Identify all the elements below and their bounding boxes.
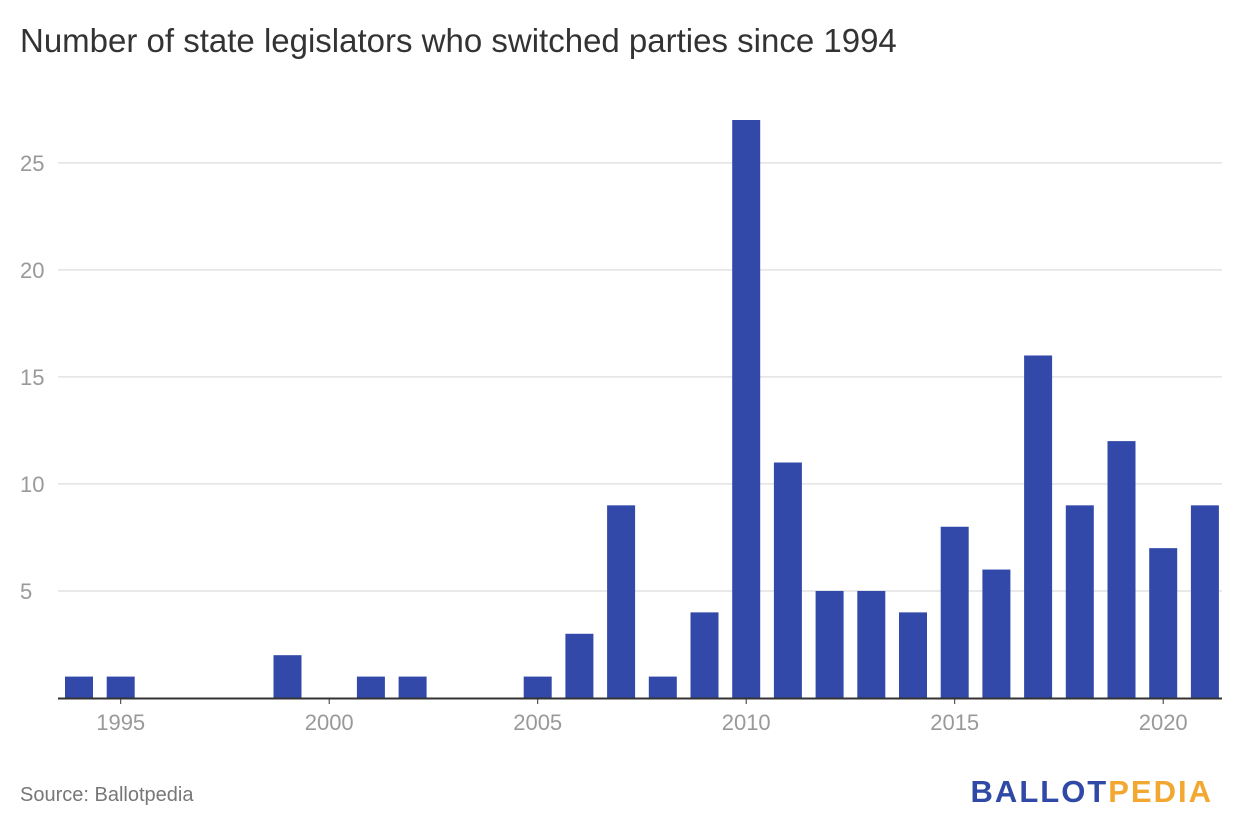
bar-1995 <box>106 676 135 698</box>
x-tick-label-2020: 2020 <box>1139 710 1188 735</box>
bar-2001 <box>356 676 385 698</box>
bar-2021 <box>1190 505 1219 698</box>
x-axis-tick-labels: 1995 2000 2005 2010 2015 2020 <box>96 710 1187 735</box>
logo-pedia-text: PEDIA <box>1108 774 1213 809</box>
bar-2012 <box>815 590 844 698</box>
x-tick-label-2010: 2010 <box>722 710 771 735</box>
bar-2013 <box>857 590 886 698</box>
bar-2007 <box>607 505 636 698</box>
bar-2020 <box>1149 548 1178 698</box>
y-tick-label-25: 25 <box>20 151 44 176</box>
bar-2010 <box>732 120 761 698</box>
bar-2019 <box>1107 441 1136 698</box>
bar-2009 <box>690 612 719 698</box>
x-tick-label-2000: 2000 <box>305 710 354 735</box>
bar-1999 <box>273 655 302 698</box>
logo-ballot-text: BALLOT <box>970 774 1109 809</box>
bar-2008 <box>648 676 677 698</box>
bar-2014 <box>899 612 927 698</box>
bar-2002 <box>398 676 427 698</box>
x-tick-label-2005: 2005 <box>513 710 562 735</box>
bar-2006 <box>565 633 594 698</box>
bar-2018 <box>1065 505 1094 698</box>
bar-2005 <box>523 676 552 698</box>
y-tick-label-20: 20 <box>20 258 44 283</box>
x-tick-label-2015: 2015 <box>930 710 979 735</box>
bar-2016 <box>982 569 1011 698</box>
source-note: Source: Ballotpedia <box>20 784 194 806</box>
y-axis-tick-labels: 5 10 15 20 25 <box>20 151 44 604</box>
bar-2011 <box>773 462 802 698</box>
y-tick-label-5: 5 <box>20 579 32 604</box>
ballotpedia-logo[interactable]: BALLOTPEDIA <box>971 774 1213 810</box>
y-tick-label-10: 10 <box>20 472 44 497</box>
bar-2015 <box>940 526 969 698</box>
bars <box>65 120 1219 698</box>
bar-1994 <box>65 676 93 698</box>
x-tick-label-1995: 1995 <box>96 710 145 735</box>
y-tick-label-15: 15 <box>20 365 44 390</box>
chart-title: Number of state legislators who switched… <box>20 22 897 59</box>
x-axis <box>58 697 1222 704</box>
bar-2017 <box>1024 355 1053 698</box>
